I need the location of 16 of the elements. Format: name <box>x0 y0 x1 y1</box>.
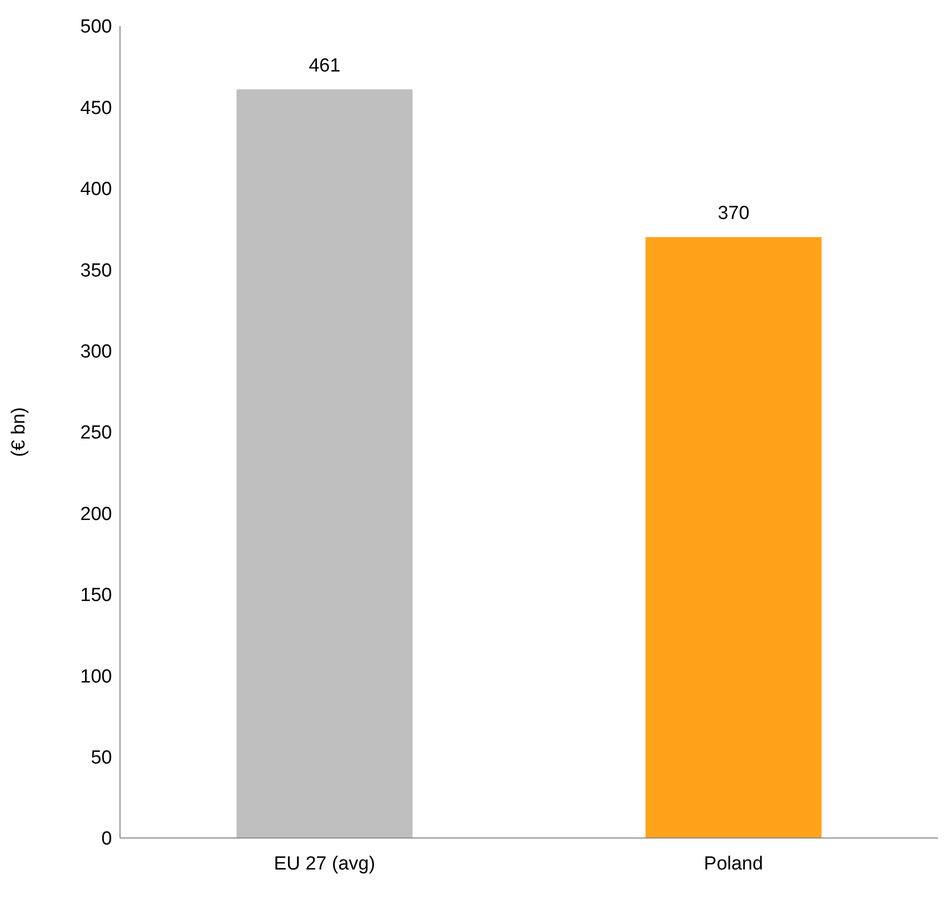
y-tick-label: 250 <box>80 422 112 444</box>
y-tick-label: 350 <box>80 260 112 282</box>
y-tick-label: 200 <box>80 504 112 525</box>
y-axis-title: (€ bn) <box>8 407 30 457</box>
x-tick-label: Poland <box>704 853 764 874</box>
y-tick-label: 400 <box>80 179 112 200</box>
data-label: 370 <box>718 203 750 224</box>
y-tick-label: 50 <box>90 748 112 769</box>
y-tick-label: 300 <box>80 342 112 363</box>
data-label: 461 <box>308 55 340 76</box>
y-tick-label: 100 <box>80 666 112 688</box>
y-tick-label: 450 <box>80 98 112 119</box>
x-tick-label: EU 27 (avg) <box>274 853 376 874</box>
y-tick-label: 0 <box>101 828 112 850</box>
y-tick-label: 500 <box>80 16 112 38</box>
y-tick-label: 150 <box>80 585 112 606</box>
